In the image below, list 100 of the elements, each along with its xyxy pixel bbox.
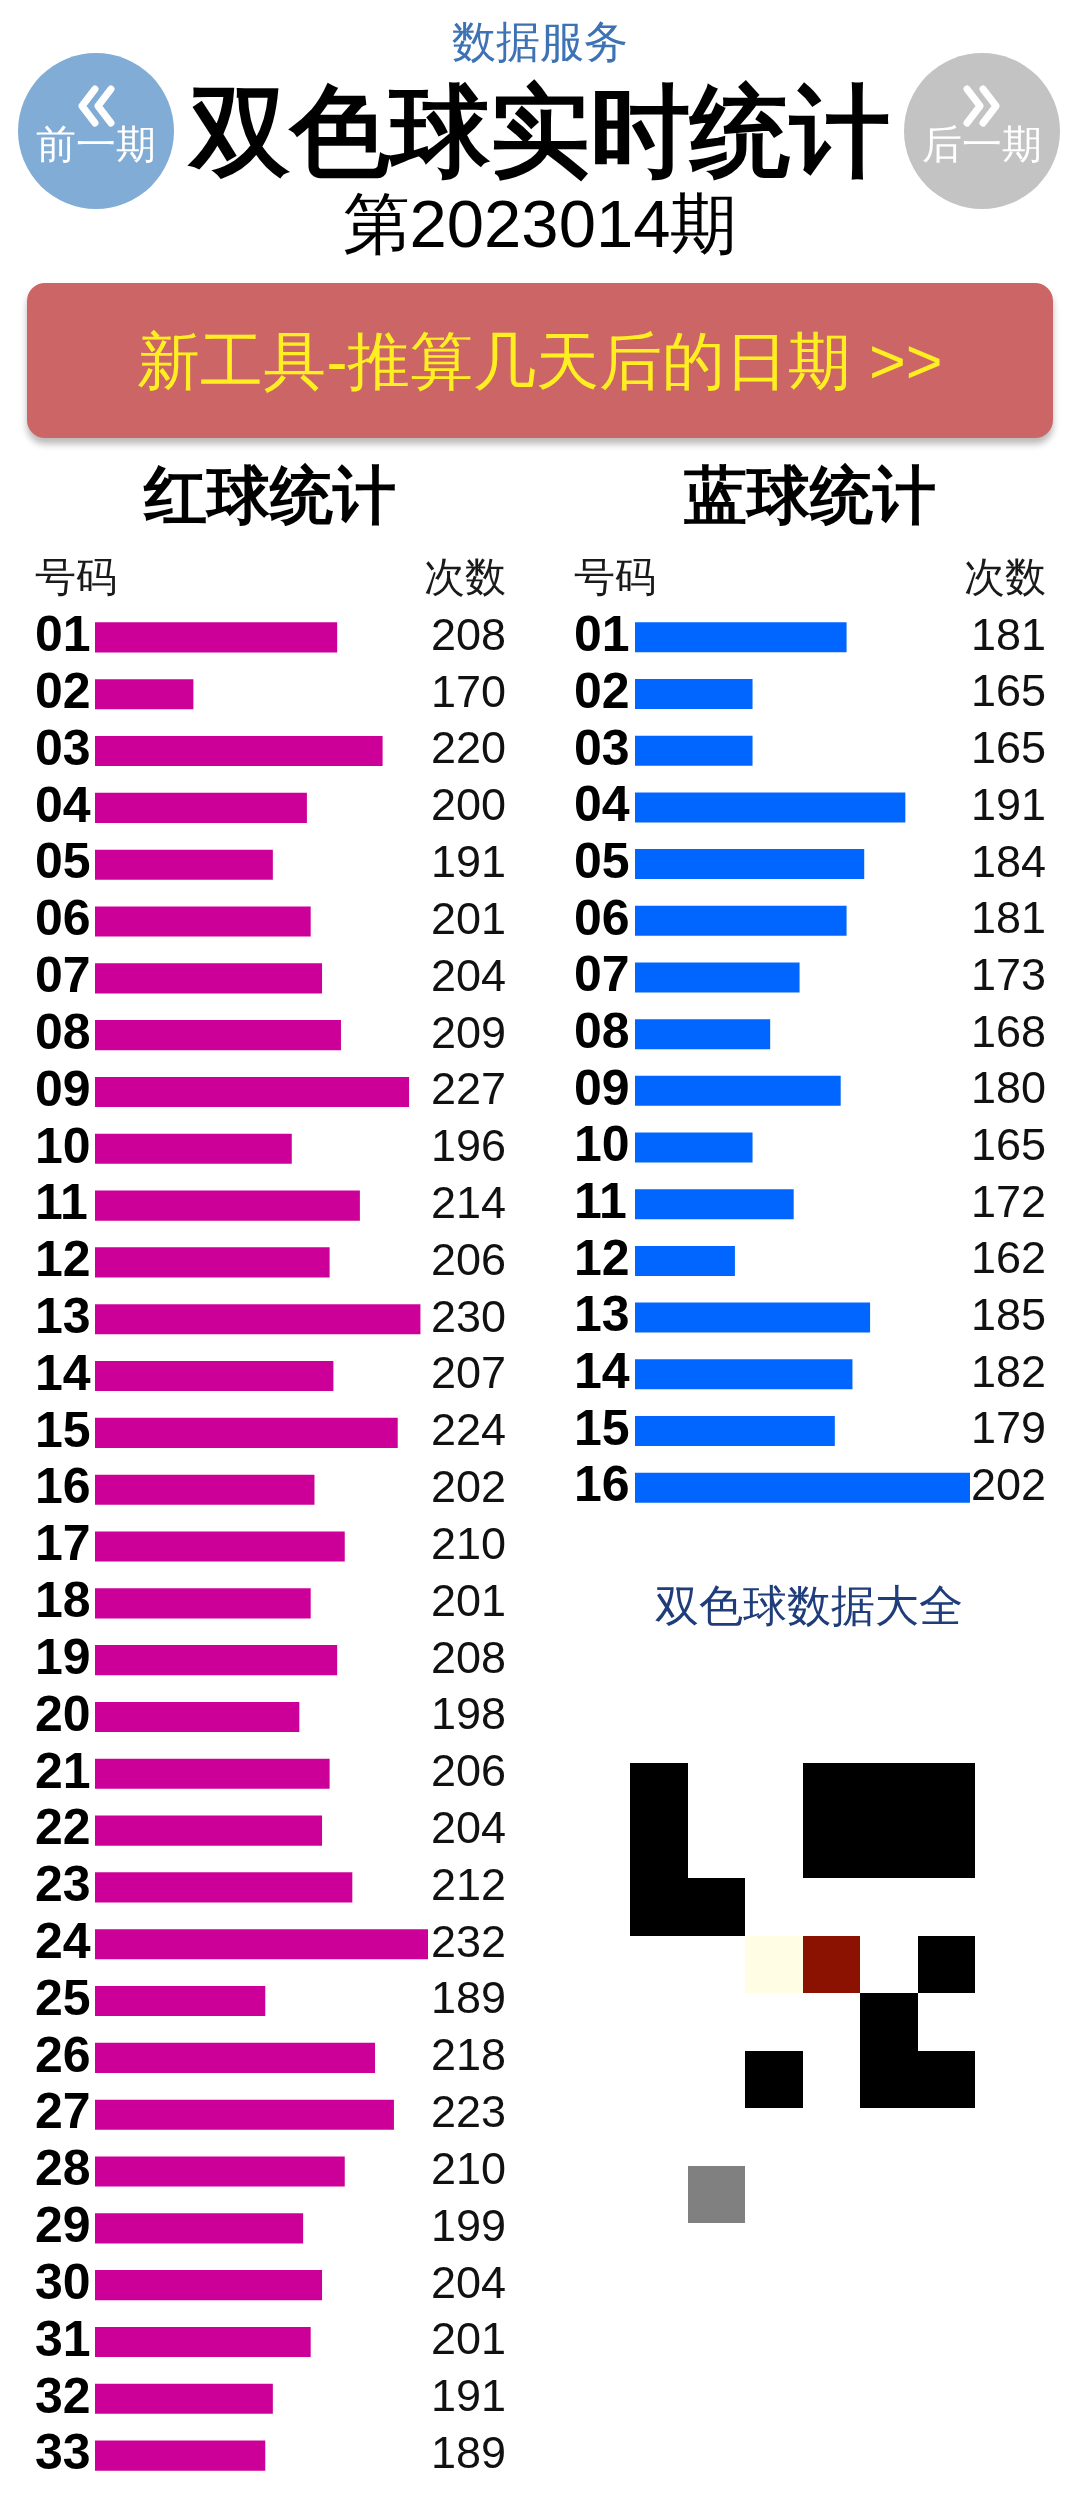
y-tick-label: 33: [35, 2424, 91, 2481]
y-tick-label: 11: [574, 1173, 627, 1229]
data-label: 198: [430, 1688, 506, 1740]
data-label: 209: [430, 1006, 506, 1058]
data-label: 202: [430, 1461, 506, 1513]
y-tick-label: 15: [574, 1399, 630, 1456]
data-label: 210: [430, 2142, 506, 2194]
chart-title: 红球统计: [143, 460, 396, 531]
y-tick-label: 25: [35, 1969, 91, 2026]
data-label: 206: [430, 1233, 506, 1285]
text: 数据服务: [452, 17, 628, 66]
circle-button: 后一期: [904, 53, 1060, 209]
y-tick-label: 09: [574, 1059, 630, 1116]
y-tick-label: 11: [35, 1174, 88, 1231]
y-tick-label: 30: [35, 2253, 91, 2310]
data-label: 204: [430, 1802, 506, 1853]
y-tick-label: 16: [35, 1458, 91, 1515]
data-label: 189: [430, 1972, 506, 2024]
data-label: 179: [970, 1402, 1046, 1454]
y-tick-label: 13: [35, 1288, 91, 1345]
data-label: 181: [970, 892, 1046, 944]
y-tick-label: 20: [35, 1685, 91, 1742]
y-tick-label: 13: [574, 1286, 630, 1343]
data-label: 170: [430, 665, 506, 717]
y-tick-label: 14: [574, 1343, 630, 1400]
x-axis-title: 次数: [424, 554, 506, 601]
data-label: 208: [430, 608, 506, 660]
y-tick-label: 12: [35, 1231, 91, 1288]
y-tick-label: 24: [35, 1913, 91, 1970]
data-label: 227: [430, 1063, 506, 1115]
y-tick-label: 05: [574, 832, 630, 889]
data-label: 224: [430, 1404, 506, 1456]
data-label: 207: [430, 1347, 506, 1399]
y-tick-label: 16: [574, 1456, 630, 1513]
y-tick-label: 08: [35, 1003, 91, 1060]
data-label: 204: [430, 949, 506, 1001]
y-tick-label: 31: [35, 2310, 91, 2367]
data-label: 184: [970, 835, 1046, 887]
text: 第2023014期: [342, 185, 738, 261]
y-tick-label: 01: [35, 606, 91, 663]
data-label: 206: [430, 1745, 506, 1797]
data-label: 180: [970, 1062, 1046, 1114]
data-label: 168: [970, 1005, 1046, 1057]
data-label: 185: [970, 1289, 1046, 1340]
data-label: 191: [430, 836, 506, 888]
data-label: 181: [970, 608, 1046, 660]
y-tick-label: 12: [574, 1229, 630, 1286]
data-label: 223: [430, 2086, 506, 2138]
data-label: 230: [430, 1290, 506, 1342]
data-label: 189: [430, 2427, 506, 2478]
banner-button: 新工具-推算几天后的日期 >>: [27, 283, 1053, 438]
y-tick-label: 10: [574, 1116, 630, 1173]
y-tick-label: 14: [35, 1344, 91, 1401]
y-tick-label: 10: [35, 1117, 91, 1174]
y-tick-label: 02: [574, 662, 630, 719]
data-label: 191: [970, 778, 1046, 830]
y-tick-label: 07: [574, 946, 630, 1003]
y-tick-label: 06: [35, 890, 91, 947]
x-axis-title: 次数: [964, 554, 1046, 601]
data-label: 232: [430, 1915, 506, 1967]
data-label: 220: [430, 722, 506, 774]
text: 双色球数据大全: [655, 1581, 963, 1630]
data-label: 201: [430, 1574, 506, 1626]
data-label: 182: [970, 1345, 1046, 1397]
data-label: 201: [430, 2313, 506, 2365]
y-tick-label: 02: [35, 663, 91, 720]
y-tick-label: 07: [35, 947, 91, 1004]
y-tick-label: 05: [35, 833, 91, 890]
y-tick-label: 22: [35, 1799, 91, 1856]
y-tick-label: 08: [574, 1002, 630, 1059]
y-tick-label: 01: [574, 606, 630, 663]
y-tick-label: 03: [35, 719, 91, 776]
y-tick-label: 21: [35, 1742, 91, 1799]
y-tick-label: 26: [35, 2026, 91, 2083]
y-tick-label: 19: [35, 1628, 91, 1685]
data-label: 165: [970, 665, 1046, 717]
y-tick-label: 04: [35, 776, 91, 833]
y-tick-label: 27: [35, 2083, 91, 2140]
data-label: 165: [970, 722, 1046, 774]
y-tick-label: 06: [574, 889, 630, 946]
y-tick-label: 29: [35, 2197, 91, 2254]
data-label: 214: [430, 1177, 506, 1228]
data-label: 202: [970, 1459, 1046, 1511]
y-tick-label: 23: [35, 1856, 91, 1913]
y-tick-label: 17: [35, 1515, 91, 1572]
data-label: 201: [430, 892, 506, 944]
y-tick-label: 32: [35, 2367, 91, 2424]
data-label: 172: [970, 1175, 1046, 1227]
data-label: 208: [430, 1631, 506, 1683]
circle-button: 前一期: [18, 53, 174, 209]
data-label: 210: [430, 1517, 506, 1569]
chart-title: 蓝球统计: [684, 460, 936, 531]
y-tick-label: 09: [35, 1060, 91, 1117]
data-label: 200: [430, 779, 506, 831]
y-tick-label: 04: [574, 776, 630, 833]
data-label: 162: [970, 1232, 1046, 1284]
data-label: 165: [970, 1118, 1046, 1170]
y-axis-title: 号码: [35, 554, 117, 601]
y-axis-title: 号码: [574, 554, 656, 601]
data-label: 173: [970, 948, 1046, 1000]
